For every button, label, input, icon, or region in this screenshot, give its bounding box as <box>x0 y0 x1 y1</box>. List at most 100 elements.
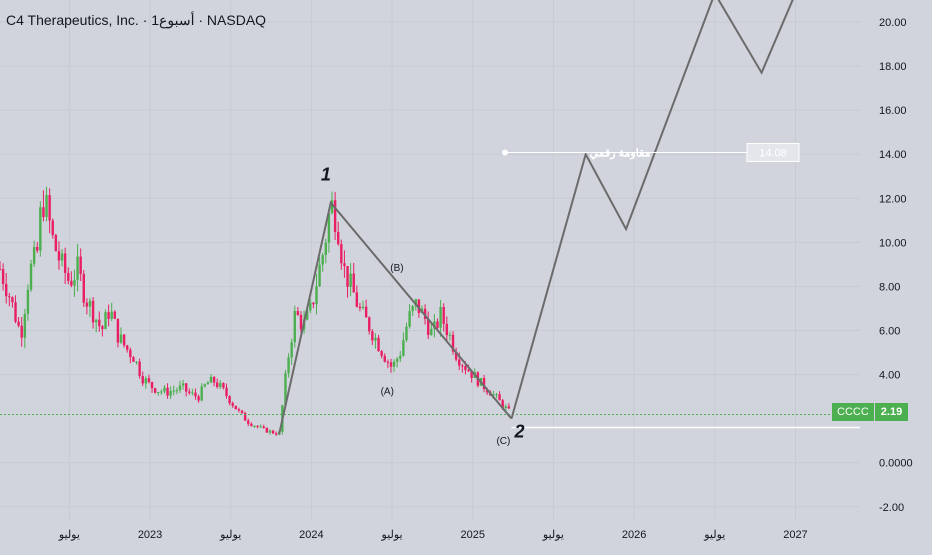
y-tick-label: 14.00 <box>879 149 907 161</box>
candle-body <box>340 244 343 264</box>
wave-a-label: (A) <box>381 386 394 397</box>
candle-body <box>126 345 129 350</box>
candle-body <box>305 310 309 320</box>
resistance-value: 14.08 <box>759 147 787 159</box>
candle-body <box>45 195 48 218</box>
candle-body <box>374 337 377 341</box>
candle-body <box>150 381 154 389</box>
candle-body <box>116 318 120 343</box>
candle-body <box>181 383 185 386</box>
candle-body <box>216 382 219 387</box>
candle-body <box>8 296 11 298</box>
candle-body <box>293 311 296 343</box>
candle-body <box>166 387 169 396</box>
candle-body <box>23 313 27 338</box>
x-tick-label: 2027 <box>783 529 807 541</box>
candle-body <box>402 340 405 356</box>
candle-body <box>57 250 61 261</box>
candle-body <box>203 384 206 387</box>
candle-body <box>470 371 473 378</box>
candle-body <box>110 311 113 319</box>
candle-body <box>464 366 467 371</box>
candle-body <box>318 264 321 287</box>
candle-body <box>343 263 346 267</box>
candle-body <box>104 312 107 330</box>
candle-body <box>268 430 272 433</box>
candle-body <box>361 306 365 309</box>
y-tick-label: 18.00 <box>879 61 907 73</box>
candle-body <box>63 253 67 273</box>
wave-c-label: (C) <box>496 436 510 447</box>
candle-body <box>172 390 175 392</box>
candle-body <box>153 388 157 393</box>
candle-body <box>228 396 231 404</box>
candle-body <box>482 377 486 389</box>
candle-body <box>32 246 36 264</box>
candle-body <box>337 231 340 245</box>
candle-body <box>501 400 504 409</box>
candle-body <box>194 392 197 397</box>
candle-body <box>346 266 349 287</box>
candle-body <box>358 306 362 309</box>
candle-body <box>507 406 511 409</box>
candle-body <box>259 426 262 428</box>
candle-body <box>299 314 303 330</box>
candle-body <box>296 311 300 315</box>
x-tick-label: يوليو <box>381 529 403 541</box>
candle-body <box>107 312 110 319</box>
y-tick-label: 16.00 <box>879 105 907 117</box>
candle-body <box>88 300 92 307</box>
candle-body <box>411 306 414 312</box>
candle-body <box>461 365 464 367</box>
candle-body <box>144 378 148 384</box>
candle-body <box>101 326 104 330</box>
candle-body <box>70 280 73 286</box>
candle-body <box>371 331 374 341</box>
candle-body <box>380 351 383 356</box>
candle-body <box>5 283 8 297</box>
x-tick-label: يوليو <box>703 529 725 541</box>
candle-body <box>54 235 58 251</box>
candle-body <box>439 306 442 328</box>
candle-body <box>377 337 380 352</box>
candle-body <box>94 319 98 323</box>
candle-body <box>423 308 427 319</box>
candle-body <box>330 200 334 214</box>
price-badge-value: 2.19 <box>874 403 909 421</box>
candle-body <box>247 420 250 424</box>
candle-body <box>250 423 253 426</box>
candle-body <box>11 297 14 303</box>
candle-body <box>445 323 449 336</box>
wave-line <box>278 200 513 435</box>
candle-body <box>436 321 439 328</box>
candle-body <box>163 387 166 392</box>
candle-body <box>262 426 265 428</box>
candle-body <box>135 361 138 363</box>
candle-body <box>48 195 51 221</box>
candle-body <box>51 220 54 236</box>
candle-body <box>175 390 179 392</box>
candle-body <box>274 433 278 435</box>
y-tick-label: 8.00 <box>879 281 900 293</box>
price-badge: CCCC 2.19 <box>832 403 909 421</box>
candle-body <box>129 349 132 358</box>
candle-body <box>113 311 117 319</box>
candle-body <box>212 376 216 383</box>
candle-body <box>225 387 228 397</box>
x-tick-label: يوليو <box>58 529 80 541</box>
candle-body <box>222 383 225 388</box>
candle-body <box>157 392 160 394</box>
candle-body <box>287 357 290 374</box>
candle-body <box>442 306 445 324</box>
y-tick-label: 12.00 <box>879 193 907 205</box>
candle-body <box>417 299 421 314</box>
candle-body <box>349 273 352 287</box>
candle-body <box>169 390 172 396</box>
candle-body <box>234 405 238 410</box>
candle-body <box>458 359 461 366</box>
candle-body <box>138 361 141 377</box>
candle-body <box>67 272 70 281</box>
candle-body <box>160 391 163 393</box>
